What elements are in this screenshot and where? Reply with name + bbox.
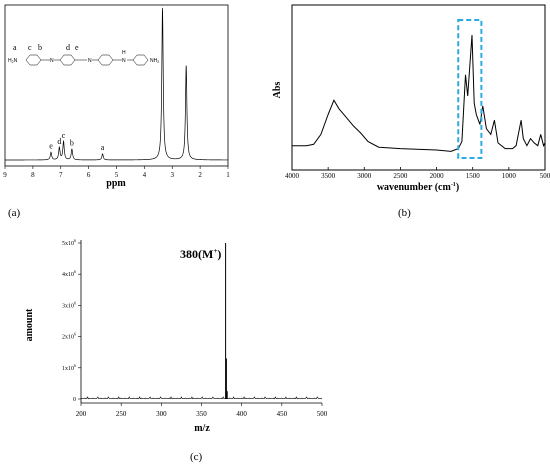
ftir-x-tick-label: 2500 — [393, 172, 408, 180]
ms-x-tick-label: 300 — [156, 410, 167, 418]
nmr-peak-label-c: c — [62, 131, 66, 140]
benzene-ring-4 — [132, 54, 149, 66]
ms-baseline — [80, 396, 323, 400]
ftir-x-tick-label: 2000 — [430, 172, 445, 180]
structure-atom-h2-left: H2N — [8, 58, 18, 64]
ms-y-tick-label: 3x106 — [62, 300, 76, 309]
benzene-ring-2 — [59, 54, 76, 66]
nmr-x-tick-label: 3 — [171, 171, 175, 179]
structure-tag-d: d — [66, 43, 70, 52]
ftir-x-axis-title: wavenumber (cm-1) — [377, 182, 459, 193]
ftir-x-ticks: 4000 3500 3000 2500 2000 1500 1000 500 — [285, 167, 550, 180]
structure-atom-nh-label: H — [122, 50, 126, 56]
ms-peaks — [225, 243, 228, 399]
ftir-spectrum-line — [292, 34, 546, 152]
ms-y-tick-label: 1x106 — [62, 363, 76, 372]
ftir-x-tick-label: 3500 — [321, 172, 336, 180]
panel-label-b: (b) — [398, 207, 411, 219]
ftir-highlight-box — [457, 19, 483, 159]
structure-atom-nh2-right: NH2 — [150, 58, 159, 64]
ftir-panel: 4000 3500 3000 2500 2000 1500 1000 500 Abs wave… — [272, 4, 550, 219]
nmr-spectrum-line — [5, 7, 228, 161]
nmr-x-tick-label: 5 — [115, 171, 119, 179]
ms-y-axis-title: amount — [24, 308, 35, 341]
ftir-x-tick-label: 4000 — [285, 172, 300, 180]
structure-tag-c: c — [28, 43, 32, 52]
ms-x-axis-title: m/z — [194, 423, 210, 434]
nmr-peak-label-e: e — [49, 141, 53, 150]
ms-x-tick-label: 400 — [236, 410, 247, 418]
ms-y-tick-label: 2x106 — [62, 332, 76, 341]
ms-y-tick-label: 5x106 — [62, 238, 76, 247]
ftir-plot-frame — [291, 4, 546, 171]
ftir-x-tick-label: 3000 — [357, 172, 372, 180]
nmr-x-tick-label: 4 — [143, 171, 147, 179]
nmr-x-tick-label: 6 — [87, 171, 91, 179]
ms-x-tick-label: 450 — [277, 410, 288, 418]
ms-x-tick-label: 500 — [317, 410, 328, 418]
ms-x-tick-label: 200 — [76, 410, 87, 418]
structure-atom-n1: N — [50, 58, 54, 64]
nmr-x-tick-label: 7 — [59, 171, 63, 179]
panel-label-a: (a) — [8, 207, 21, 219]
nmr-x-axis-title: ppm — [106, 178, 126, 189]
ms-y-ticks: 0 1x106 2x106 3x106 4x106 5x106 — [62, 238, 81, 403]
nmr-x-tick-label: 2 — [198, 171, 202, 179]
nmr-x-tick-label: 1 — [226, 171, 230, 179]
ms-panel: 200 250 300 350 400 450 500 0 1x106 2x106 3x106 4x… — [24, 238, 328, 463]
nmr-x-tick-label: 8 — [31, 171, 35, 179]
structure-tag-b: b — [38, 43, 42, 52]
nmr-structure: a c b d e H2N N N H N NH2 — [8, 43, 159, 66]
ftir-y-axis-title: Abs — [272, 82, 283, 99]
ftir-x-tick-label: 1000 — [502, 172, 517, 180]
structure-tag-a: a — [13, 43, 17, 52]
structure-atom-nh: N — [122, 58, 126, 64]
nmr-x-ticks: 9 8 7 6 5 4 3 2 1 — [3, 166, 230, 179]
panel-label-c: (c) — [190, 451, 203, 463]
ms-x-tick-label: 250 — [116, 410, 127, 418]
ms-x-ticks: 200 250 300 350 400 450 500 — [76, 403, 328, 418]
nmr-x-tick-label: 9 — [3, 171, 7, 179]
nmr-peak-label-a: a — [101, 143, 105, 152]
nmr-plot-frame — [4, 4, 229, 167]
structure-atom-n2: N — [88, 58, 92, 64]
ms-y-tick-label: 0 — [73, 397, 76, 403]
ftir-x-tick-label: 1500 — [466, 172, 481, 180]
ms-peak-annotation: 380(M+) — [180, 247, 221, 261]
ftir-x-tick-label: 500 — [540, 172, 550, 180]
benzene-ring-3 — [97, 54, 114, 66]
nmr-peak-label-b: b — [70, 138, 74, 147]
structure-tag-e: e — [75, 43, 79, 52]
benzene-ring-1 — [25, 54, 42, 66]
ms-x-tick-label: 350 — [196, 410, 207, 418]
nmr-peak-label-d: d — [57, 137, 61, 146]
ms-y-tick-label: 4x106 — [62, 269, 76, 278]
